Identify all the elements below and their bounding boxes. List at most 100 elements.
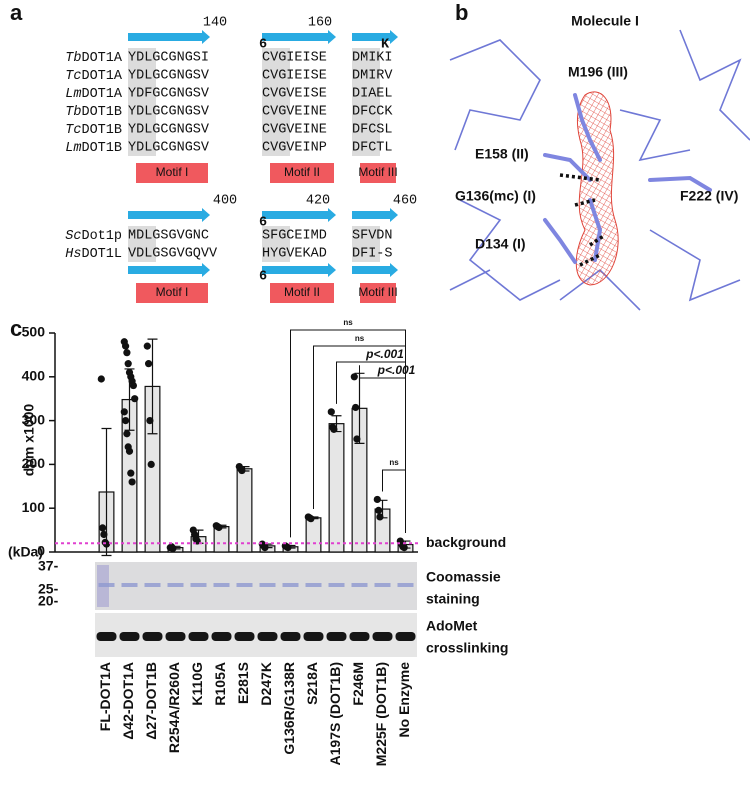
sequence: DFCSL bbox=[352, 123, 393, 138]
block-shade bbox=[352, 48, 380, 66]
block-shade bbox=[352, 138, 380, 156]
name-prefix: Lm bbox=[65, 141, 81, 156]
residue-number: 400 bbox=[213, 194, 237, 209]
data-point bbox=[376, 513, 384, 521]
strand-arrow bbox=[352, 208, 398, 222]
block-shade bbox=[128, 138, 156, 156]
block-shade bbox=[128, 226, 156, 244]
significance-bracket bbox=[336, 361, 406, 534]
y-tick-label: 400 bbox=[22, 368, 46, 384]
x-tick-label: E281S bbox=[235, 662, 251, 704]
sequence-name: ScDot1p bbox=[65, 229, 122, 244]
name-prefix: Tb bbox=[65, 105, 81, 120]
block-shade bbox=[128, 102, 156, 120]
structure-title: Molecule I bbox=[571, 13, 639, 29]
gel-label: staining bbox=[426, 591, 480, 607]
sequence: CVGIEISE bbox=[262, 69, 327, 84]
data-point bbox=[350, 373, 358, 381]
block-shade bbox=[352, 244, 380, 262]
marker: K bbox=[381, 38, 390, 53]
bar bbox=[213, 525, 230, 553]
block-shade bbox=[352, 102, 380, 120]
x-tick-label: K110G bbox=[189, 662, 205, 706]
residue-number: 420 bbox=[306, 194, 330, 209]
coomassie-band bbox=[305, 583, 322, 587]
gel-unit: (kDa) bbox=[8, 544, 43, 560]
name-prefix: Tc bbox=[65, 123, 81, 138]
data-point bbox=[125, 447, 134, 455]
residue-number: 140 bbox=[203, 16, 227, 31]
data-point bbox=[99, 524, 107, 532]
name-prefix: Lm bbox=[65, 87, 81, 102]
sequence: YDLGCGNGSV bbox=[128, 141, 210, 156]
motif-box bbox=[270, 163, 334, 183]
residue-label: G136(mc) (I) bbox=[455, 188, 536, 204]
marker: 6 bbox=[259, 38, 267, 53]
name: DOT1B bbox=[81, 123, 122, 138]
data-point bbox=[373, 495, 381, 504]
data-point bbox=[131, 395, 139, 403]
bar bbox=[236, 468, 253, 553]
motif-box bbox=[136, 163, 208, 183]
y-tick-label: 200 bbox=[22, 455, 46, 471]
coomassie-band bbox=[397, 583, 414, 587]
residue-label: F222 (IV) bbox=[680, 188, 738, 204]
strand-arrow bbox=[262, 30, 336, 44]
gel-label: Coomassie bbox=[426, 569, 501, 585]
data-point bbox=[261, 544, 269, 552]
coomassie-band bbox=[213, 583, 230, 587]
panel-label: c bbox=[10, 316, 22, 341]
block-shade bbox=[128, 48, 156, 66]
sequence: CVGVEINP bbox=[262, 141, 327, 156]
sequence: CVGIEISE bbox=[262, 51, 327, 66]
name-prefix: Tc bbox=[65, 69, 81, 84]
motif-box bbox=[136, 283, 208, 303]
data-point bbox=[122, 417, 130, 425]
sequence: MDLGSGVGNC bbox=[128, 229, 209, 244]
panel-label: b bbox=[455, 0, 468, 25]
data-point bbox=[284, 544, 292, 552]
sequence: CVGVEINE bbox=[262, 105, 327, 120]
coomassie-band bbox=[374, 583, 391, 587]
strand-arrow bbox=[352, 30, 398, 44]
adomet-band bbox=[280, 632, 301, 641]
block-shade bbox=[262, 84, 290, 102]
sequence: DFI-S bbox=[352, 247, 393, 262]
coomassie-band bbox=[190, 583, 207, 587]
x-tick-label: Δ42-DOT1A bbox=[120, 662, 136, 740]
coomassie-band bbox=[121, 583, 138, 587]
coomassie-gel bbox=[95, 562, 417, 610]
data-point bbox=[353, 435, 361, 443]
name: DOT1A bbox=[81, 51, 122, 66]
background-label: background bbox=[426, 534, 506, 550]
x-tick-label: G136R/G138R bbox=[281, 662, 297, 755]
block-shade bbox=[262, 244, 290, 262]
residue-number: 160 bbox=[308, 16, 332, 31]
data-point bbox=[124, 360, 132, 368]
sequence: HYGVEKAD bbox=[262, 247, 327, 262]
x-tick-label: D247K bbox=[258, 662, 274, 706]
name: Dot1p bbox=[81, 229, 122, 244]
sequence: DMIRV bbox=[352, 69, 393, 84]
sequence-name: TcDOT1B bbox=[65, 123, 122, 138]
strand-arrow bbox=[128, 263, 210, 277]
sequence: DFCTL bbox=[352, 141, 393, 156]
sequence: YDLGCGNGSV bbox=[128, 123, 210, 138]
coomassie-band bbox=[144, 583, 161, 587]
sequence: SFGCEIMD bbox=[262, 229, 327, 244]
block-shade bbox=[262, 120, 290, 138]
data-point bbox=[330, 425, 338, 433]
data-point bbox=[143, 342, 151, 350]
adomet-band bbox=[142, 632, 163, 641]
residue-number: 460 bbox=[393, 194, 417, 209]
residue-label: E158 (II) bbox=[475, 146, 529, 162]
x-tick-label: M225F (DOT1B) bbox=[373, 662, 389, 766]
data-point bbox=[127, 469, 135, 477]
motif-label: Motif I bbox=[156, 165, 189, 179]
sequence: SFVDN bbox=[352, 229, 393, 244]
name: DOT1B bbox=[81, 105, 122, 120]
y-tick-label: 100 bbox=[22, 499, 46, 515]
coomassie-band bbox=[351, 583, 368, 587]
error-bar bbox=[147, 338, 158, 435]
sequence: DFCCK bbox=[352, 105, 393, 120]
